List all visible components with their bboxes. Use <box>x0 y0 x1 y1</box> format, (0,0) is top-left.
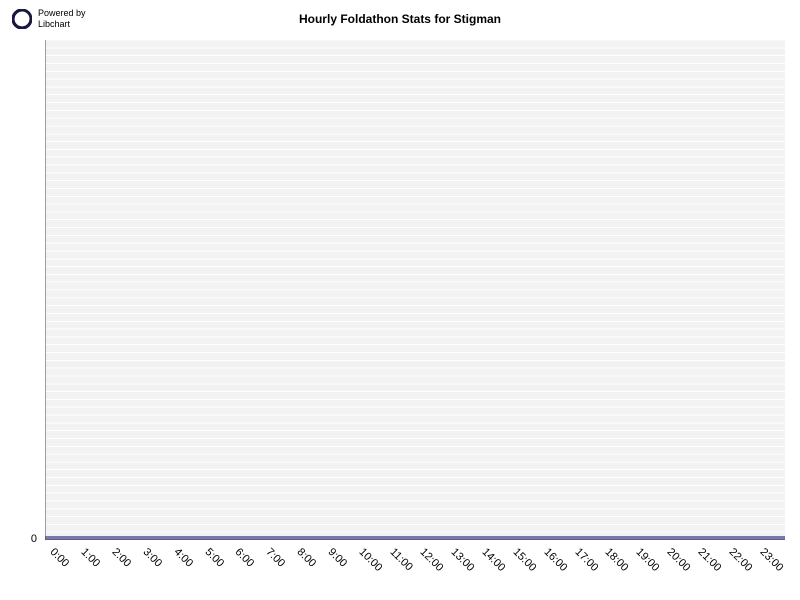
chart-container: Powered by Libchart Hourly Foldathon Sta… <box>0 0 800 600</box>
chart-title: Hourly Foldathon Stats for Stigman <box>0 12 800 26</box>
x-tick-label: 3:00 <box>140 546 164 570</box>
x-tick-label: 21:00 <box>695 546 723 574</box>
x-tick-label: 0:00 <box>48 546 72 570</box>
chart-plot-area <box>45 40 785 540</box>
x-tick-label: 9:00 <box>325 546 349 570</box>
x-tick-label: 8:00 <box>295 546 319 570</box>
x-tick-label: 15:00 <box>510 546 538 574</box>
x-tick-label: 13:00 <box>449 546 477 574</box>
x-tick-label: 1:00 <box>79 546 103 570</box>
x-tick-label: 11:00 <box>387 546 414 573</box>
x-tick-label: 2:00 <box>110 546 134 570</box>
x-tick-label: 17:00 <box>572 546 600 574</box>
x-tick-label: 12:00 <box>418 546 446 574</box>
baseline-strip <box>45 536 785 540</box>
x-tick-label: 20:00 <box>665 546 693 574</box>
x-tick-label: 19:00 <box>634 546 662 574</box>
x-tick-label: 4:00 <box>171 546 195 570</box>
x-tick-label: 5:00 <box>202 546 226 570</box>
x-tick-label: 7:00 <box>264 546 288 570</box>
x-tick-label: 16:00 <box>541 546 569 574</box>
x-tick-label: 22:00 <box>726 546 754 574</box>
x-tick-label: 10:00 <box>356 546 384 574</box>
x-tick-label: 18:00 <box>603 546 631 574</box>
x-tick-label: 14:00 <box>480 546 508 574</box>
x-tick-label: 6:00 <box>233 546 257 570</box>
y-tick-label: 0 <box>0 533 37 545</box>
x-tick-label: 23:00 <box>757 546 785 574</box>
